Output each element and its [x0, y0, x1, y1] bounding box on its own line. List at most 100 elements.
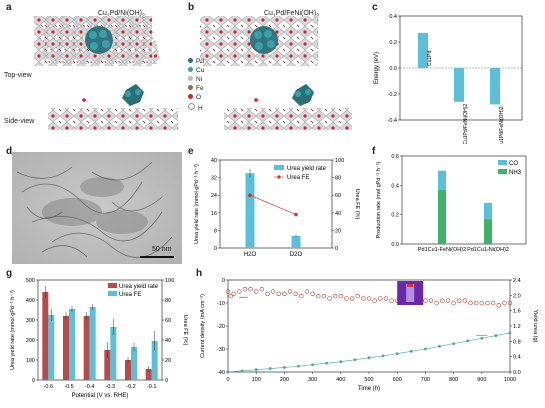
y2-tick-label: 40: [335, 211, 341, 217]
current-density-point: [332, 293, 338, 299]
y-axis-label: Urea yield rate (mmol gPd⁻¹ h⁻¹): [194, 164, 200, 244]
yield-rate-bar: [63, 316, 69, 380]
y2-tick-label: 0: [165, 378, 168, 384]
legend-cu: Cu: [188, 67, 204, 76]
x-tick-label: 800: [449, 377, 458, 383]
current-density-point: [462, 298, 468, 303]
current-density-point: [457, 298, 462, 303]
feni-structure-image: [200, 16, 352, 130]
current-density-point: [389, 298, 394, 303]
y-tick-label: 24: [211, 193, 217, 199]
o-atom-icon: [188, 94, 193, 99]
yield-urea-point: [424, 347, 427, 351]
yield-bar: [245, 173, 255, 248]
panel-a: a Cu1Pd/Ni(OH)2 Top-view Side-view: [4, 2, 184, 144]
current-density-point: [242, 287, 248, 292]
yield-urea-point: [283, 366, 286, 369]
fe-atom-icon: [188, 85, 193, 90]
y2-tick-label: 20: [165, 358, 171, 364]
current-density-point: [270, 289, 276, 294]
legend-pd: Pd: [188, 58, 204, 67]
legend-yield-label: Urea yield rate: [287, 166, 327, 172]
y-tick-label: -30: [217, 347, 225, 353]
y2-tick-label: 0.0: [513, 370, 521, 376]
scale-bar-label: 50 nm: [152, 246, 172, 253]
scale-bar: [140, 256, 174, 258]
cu-atom-icon: [188, 67, 193, 72]
yield-rate-bar: [83, 316, 90, 380]
y2-axis-label: Urea FE (%): [354, 189, 360, 220]
current-density-point: [479, 300, 484, 306]
nh3-bar: [484, 219, 492, 244]
y-tick-label: -0.2: [388, 92, 397, 98]
electrolyzer-cell: [406, 284, 415, 302]
current-density-point: [310, 291, 315, 296]
x-axis-label: Time (h): [358, 386, 380, 392]
side-view-label: Side-view: [4, 118, 35, 125]
y2-tick-label: 2.4: [513, 278, 521, 284]
yield-urea-line: [227, 332, 511, 373]
y-tick-label: 200: [26, 338, 35, 344]
co-bar: [484, 202, 492, 220]
x-tick-label: 100: [252, 377, 261, 383]
current-density-point: [225, 289, 231, 294]
legend-fe-marker: [277, 175, 281, 179]
current-density-point: [293, 291, 298, 296]
yield-urea-point: [339, 360, 343, 364]
current-density-point: [316, 293, 321, 299]
x-tick-label: Pd1Cu1-Ni(OH)2: [467, 247, 509, 253]
electrolyzer-cap: [407, 284, 414, 287]
yield-urea-point: [325, 361, 329, 365]
yield-urea-point: [409, 349, 413, 353]
plot-frame: [37, 279, 163, 381]
energy-bar: [418, 32, 428, 68]
x-tick-label: 300: [308, 377, 317, 383]
panel-d: d 50 nm: [4, 146, 184, 266]
x-axis-label: Potential (V vs. RHE): [72, 393, 129, 399]
panel-e: e 0 8 16 24 32 40 0 20 40 60 80 100 Urea yield rate …: [186, 146, 366, 266]
legend-fe-swatch: [108, 291, 117, 296]
legend-nh3-label: NH3: [509, 170, 522, 176]
energy-bar: [454, 68, 464, 102]
fe-bar: [151, 341, 158, 380]
y-tick-label: 0.0: [389, 66, 397, 72]
x-tick-label: Pd1Cu1-FeNi(OH)2: [418, 247, 466, 253]
current-density-point: [327, 296, 332, 301]
y-tick-label: 16: [211, 211, 217, 217]
y-tick-label: -10: [217, 301, 225, 307]
y-tick-label: 0: [32, 378, 35, 384]
potential-urea-chart: 0 100 200 300 400 500 0 20 40 60 80 100 Urea yield r…: [10, 278, 188, 399]
current-density-point: [349, 296, 355, 301]
x-tick-label: 200: [280, 377, 289, 383]
y-tick-label: 32: [211, 176, 217, 182]
x-tick-label: -0.4: [85, 384, 94, 390]
current-density-point: [361, 296, 366, 301]
y-tick-label: 100: [26, 358, 35, 364]
y2-tick-label: 1.6: [513, 309, 521, 315]
current-density-point: [502, 300, 507, 306]
x-tick-label: -0.5: [64, 384, 73, 390]
urea-isotope-chart: 0 8 16 24 32 40 0 20 40 60 80 100 Urea yield rate (m…: [194, 158, 360, 258]
y-axis-label: Energy (eV): [374, 52, 380, 84]
y-tick-label: 0.4: [391, 183, 399, 189]
yield-rate-bar: [145, 369, 152, 380]
x-tick-label: H2O: [244, 252, 257, 258]
y-tick-label: 0.6: [391, 154, 399, 160]
current-density-point: [237, 289, 242, 294]
y2-axis-label: Urea FE (%): [182, 315, 188, 346]
plot-frame: [401, 155, 527, 245]
legend-yield-swatch: [108, 283, 117, 288]
fe-line: [249, 194, 297, 215]
legend-fe: Fe: [188, 85, 204, 94]
y2-tick-label: 0.8: [513, 339, 521, 345]
y2-tick-label: 40: [165, 338, 171, 344]
pd-atom-icon: [188, 58, 193, 63]
current-density-point: [496, 303, 501, 308]
current-density-point: [304, 289, 310, 294]
y2-tick-label: 80: [165, 298, 171, 304]
fe-point: [248, 193, 252, 197]
y-axis-label: Urea yield rate (mmol gPd⁻¹ h⁻¹): [10, 290, 16, 370]
current-density-point: [253, 289, 259, 294]
yield-urea-point: [480, 336, 484, 340]
h-atom-icon: [188, 103, 195, 110]
